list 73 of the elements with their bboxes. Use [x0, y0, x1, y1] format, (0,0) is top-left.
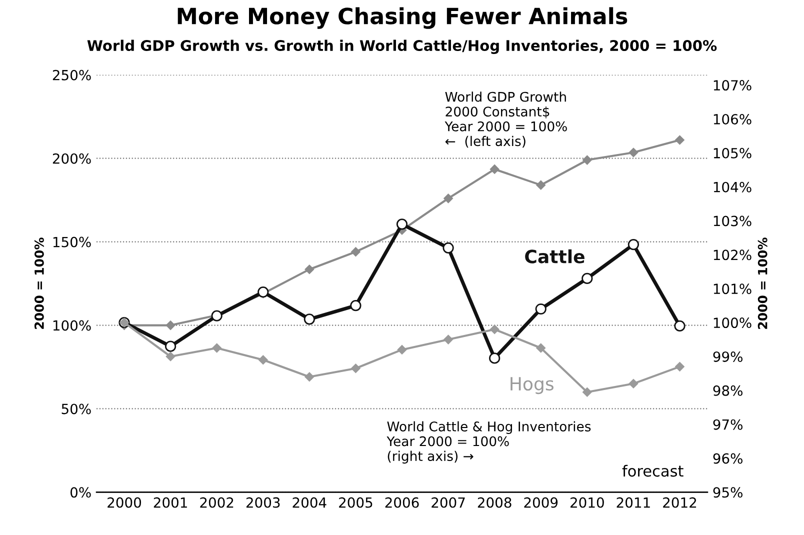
y-tick-label: 200%	[52, 153, 91, 164]
y-tick-label: 150%	[53, 236, 91, 248]
x-tick-label: 2002	[200, 497, 234, 508]
y2-tick-label: 103%	[714, 216, 752, 226]
y2-tick-label: 105%	[714, 148, 752, 158]
point	[351, 364, 360, 373]
point	[490, 164, 500, 174]
y-tick-label: 50%	[62, 404, 91, 414]
point	[164, 340, 176, 352]
point	[166, 352, 176, 362]
point	[628, 148, 638, 158]
x-tick-label: 2004	[292, 497, 326, 508]
point	[536, 343, 546, 353]
x-tick-label: 2000	[108, 497, 142, 508]
x-tick-label: 2001	[154, 497, 187, 508]
point	[304, 264, 314, 274]
series-label: Hogs	[510, 377, 554, 394]
point	[582, 155, 592, 165]
annotation: World GDP Growth 2000 Constant$ Year 2000 = 100% ← (left axis)	[444, 92, 567, 148]
point	[489, 352, 500, 364]
point	[675, 362, 684, 372]
point	[304, 372, 314, 382]
y2-tick-label: 102%	[714, 250, 752, 260]
x-tick-label: 2007	[432, 497, 465, 508]
y2-tick-label: 100%	[714, 318, 752, 328]
y-axis-title: 2000 = 100%	[34, 238, 44, 329]
x-tick-label: 2006	[385, 497, 419, 508]
point	[628, 238, 640, 250]
point	[212, 343, 222, 353]
point	[350, 300, 362, 312]
point	[351, 247, 360, 256]
y-tick-label: 100%	[53, 320, 91, 331]
annotation: forecast	[622, 464, 684, 477]
annotation: World Cattle & Hog Inventories Year 2000 = 100% (right axis) →	[386, 421, 591, 464]
point	[674, 320, 686, 332]
x-tick-label: 2005	[339, 497, 372, 508]
chart-subtitle: World GDP Growth vs. Growth in World Cattle/Hog Inventories, 2000 = 100%	[87, 40, 717, 54]
x-tick-label: 2011	[616, 497, 650, 508]
y2-tick-label: 107%	[714, 80, 752, 91]
point	[628, 379, 638, 388]
y-tick-label: 0%	[70, 487, 91, 498]
point	[397, 345, 407, 354]
y2-tick-label: 101%	[714, 284, 752, 294]
y2-tick-label: 104%	[714, 182, 752, 192]
y2-tick-label: 97%	[713, 419, 742, 430]
point	[258, 355, 268, 365]
point	[258, 286, 269, 298]
y-tick-label: 250%	[52, 70, 91, 80]
point	[582, 387, 592, 397]
x-tick-label: 2008	[478, 497, 512, 508]
y2-axis-title: 2000 = 100%	[758, 238, 768, 329]
point	[442, 242, 454, 254]
x-tick-label: 2009	[524, 497, 558, 508]
series-label: Cattle	[525, 249, 584, 264]
point	[166, 320, 176, 330]
point	[304, 314, 315, 325]
point	[444, 334, 453, 344]
y2-tick-label: 99%	[713, 351, 742, 362]
point	[396, 218, 408, 230]
y2-tick-label: 96%	[713, 453, 742, 464]
point	[444, 194, 453, 204]
point	[490, 324, 500, 334]
x-tick-label: 2003	[246, 497, 280, 508]
point	[535, 303, 546, 315]
point	[675, 135, 684, 145]
y2-tick-label: 95%	[713, 487, 742, 498]
x-tick-label: 2010	[570, 497, 604, 508]
x-tick-label: 2012	[663, 497, 696, 508]
point	[582, 272, 593, 284]
y2-tick-label: 98%	[713, 385, 742, 396]
chart-title: More Money Chasing Fewer Animals	[178, 7, 628, 29]
point	[536, 180, 546, 190]
y2-tick-label: 106%	[714, 114, 752, 124]
